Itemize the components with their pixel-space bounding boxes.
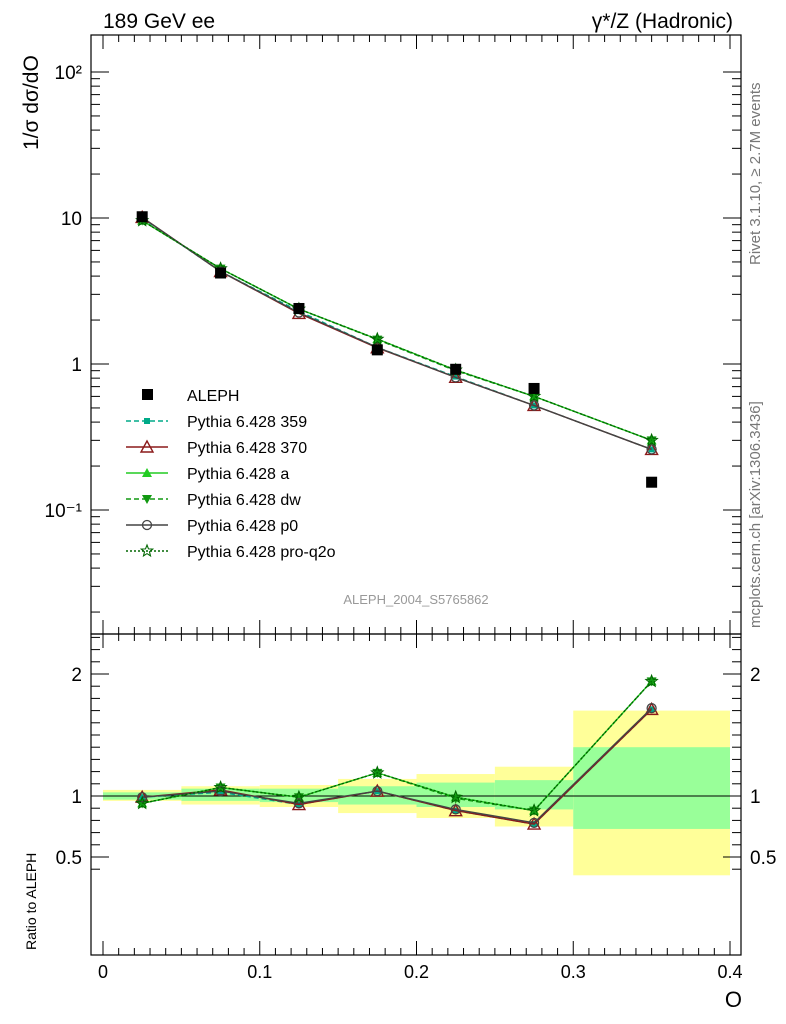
series-line-ratio xyxy=(142,680,653,812)
marker-triangle-down xyxy=(142,495,152,504)
marker-circle-open xyxy=(215,785,226,797)
data-point-aleph xyxy=(293,302,305,314)
data-point-aleph xyxy=(136,211,148,223)
x-tick-label: 0.2 xyxy=(404,962,429,982)
marker-square xyxy=(144,418,150,424)
y-tick-label-ratio-right: 0.5 xyxy=(750,848,776,869)
marker-square xyxy=(452,373,459,380)
legend-label: Pythia 6.428 p0 xyxy=(187,518,298,535)
legend-label: ALEPH xyxy=(187,388,239,405)
analysis-watermark: ALEPH_2004_S5765862 xyxy=(343,592,488,607)
ratio-ylabel: Ratio to ALEPH xyxy=(23,853,39,950)
legend-marker-aleph xyxy=(142,389,153,400)
marker-triangle-open xyxy=(291,797,307,811)
marker-star xyxy=(370,331,385,346)
y-tick-label-ratio: 2 xyxy=(71,665,82,686)
mcplots-note: mcplots.cern.ch [arXiv:1306.3436] xyxy=(747,401,764,628)
marker-circle-open xyxy=(646,703,657,714)
x-axis-label: O xyxy=(725,987,742,1012)
y-tick-label-ratio-right: 2 xyxy=(750,665,761,686)
marker-star xyxy=(526,388,542,403)
marker-circle-open xyxy=(528,400,540,411)
series-line-main xyxy=(141,220,652,441)
rivet-note: Rivet 3.1.10, ≥ 2.7M events xyxy=(747,83,764,266)
x-tick-label: 0.4 xyxy=(717,962,742,982)
x-tick-label: 0 xyxy=(98,962,108,982)
marker-circle-open xyxy=(450,804,461,815)
y-tick-label-ratio-right: 1 xyxy=(750,787,761,808)
x-tick-label: 0.1 xyxy=(247,962,272,982)
marker-star xyxy=(291,789,307,804)
data-point-aleph xyxy=(371,344,383,356)
series-line-ratio xyxy=(142,707,653,824)
header-left: 189 GeV ee xyxy=(103,10,215,33)
legend-label: Pythia 6.428 370 xyxy=(187,440,307,457)
ratio-plot-lines xyxy=(135,673,659,830)
legend-label: Pythia 6.428 359 xyxy=(187,414,307,431)
marker-triangle-open xyxy=(644,701,659,716)
marker-circle-open xyxy=(646,444,657,455)
marker-star xyxy=(139,543,155,558)
marker-star xyxy=(213,780,228,794)
y-tick-label-main: 10 xyxy=(61,209,82,230)
legend-label: Pythia 6.428 a xyxy=(187,466,289,483)
data-point-aleph xyxy=(646,476,658,488)
y-tick-label-main: 1 xyxy=(71,355,82,376)
marker-triangle xyxy=(142,468,152,477)
marker-triangle-open xyxy=(139,439,155,453)
marker-circle-open xyxy=(293,798,305,809)
marker-square xyxy=(648,446,655,453)
marker-triangle-open xyxy=(526,816,542,830)
data-point-aleph xyxy=(215,267,227,279)
axis-ticks: 0 0.1 0.2 0.3 0.4 10⁻¹ 1 10 10² 0.5 0.5 1 1 2 2 xyxy=(45,35,776,982)
marker-circle-open xyxy=(141,519,153,531)
legend-label: Pythia 6.428 dw xyxy=(187,492,301,509)
marker-square xyxy=(648,706,655,713)
marker-star xyxy=(526,803,542,817)
legend-label: Pythia 6.428 pro-q2o xyxy=(187,544,336,561)
main-plot-lines xyxy=(135,209,659,488)
marker-circle-open xyxy=(372,785,383,797)
main-ylabel: 1/σ dσ/dO xyxy=(20,55,43,150)
y-tick-label-ratio: 0.5 xyxy=(56,848,82,869)
series-line-main xyxy=(141,220,652,441)
marker-star xyxy=(448,789,463,804)
marker-star xyxy=(644,673,659,688)
data-point-aleph xyxy=(528,382,540,394)
marker-circle-open xyxy=(528,817,540,828)
marker-circle-open xyxy=(137,792,148,803)
marker-star xyxy=(644,432,659,447)
data-point-aleph xyxy=(450,363,462,375)
series-line-main xyxy=(141,220,652,441)
y-tick-label-ratio: 1 xyxy=(71,787,82,808)
marker-star xyxy=(370,765,385,779)
marker-star xyxy=(135,795,150,810)
x-tick-label: 0.3 xyxy=(561,962,586,982)
y-tick-label-main: 10² xyxy=(55,63,82,84)
header-right: γ*/Z (Hadronic) xyxy=(592,10,733,33)
legend: ALEPH Pythia 6.428 359 Pythia 6.428 370 Pyt… xyxy=(126,388,336,561)
band-inner xyxy=(573,747,730,829)
y-tick-label-main: 10⁻¹ xyxy=(45,501,83,522)
